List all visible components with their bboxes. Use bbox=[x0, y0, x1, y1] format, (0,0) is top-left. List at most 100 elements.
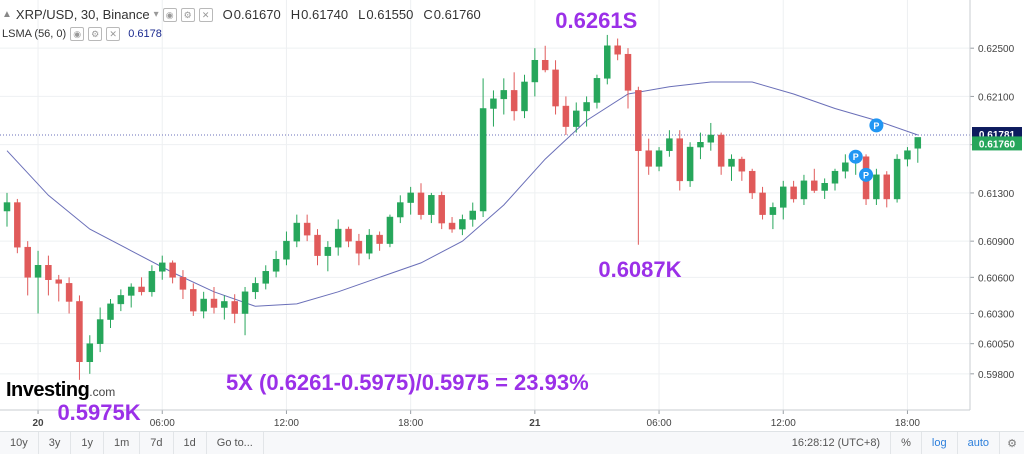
dropdown-icon[interactable]: ▾ bbox=[153, 9, 159, 20]
candle-body bbox=[842, 162, 849, 172]
open-label: O bbox=[222, 7, 233, 22]
range-7d-button[interactable]: 7d bbox=[140, 432, 174, 454]
collapse-icon[interactable]: ▲ bbox=[2, 9, 12, 20]
candle-body bbox=[604, 45, 611, 79]
last-tag-box bbox=[972, 136, 1022, 151]
candle-body bbox=[355, 240, 363, 254]
candle-body bbox=[3, 202, 11, 212]
candle-body bbox=[262, 271, 269, 284]
x-tick-label: 21 bbox=[529, 418, 541, 429]
candle-body bbox=[24, 246, 31, 278]
lsma-line bbox=[0, 81, 970, 307]
candle-body bbox=[417, 192, 425, 215]
candle-body bbox=[811, 180, 818, 191]
axes: 0.625000.621000.617000.613000.609000.606… bbox=[0, 0, 1022, 429]
candle-body bbox=[86, 343, 94, 363]
pivot-marker-label: P bbox=[853, 152, 859, 162]
indicator-visibility-icon[interactable]: ◉ bbox=[70, 27, 85, 41]
candle-body bbox=[697, 142, 704, 148]
range-1d-button[interactable]: 1d bbox=[174, 432, 207, 454]
candle-body bbox=[552, 69, 559, 107]
candle-body bbox=[738, 158, 746, 172]
candle-body bbox=[655, 150, 663, 167]
candle-body bbox=[624, 53, 632, 91]
logo-main: Investing bbox=[6, 379, 90, 401]
x-tick-label: 06:00 bbox=[647, 418, 672, 429]
close-icon[interactable]: ✕ bbox=[198, 7, 213, 22]
range-10y-button[interactable]: 10y bbox=[0, 432, 39, 454]
indicator-settings-icon[interactable]: ⚙ bbox=[88, 27, 103, 41]
candle-body bbox=[200, 298, 207, 312]
candle-body bbox=[96, 319, 104, 344]
close-label: C bbox=[423, 7, 433, 22]
candle-body bbox=[769, 207, 777, 215]
candle-body bbox=[790, 186, 797, 200]
pivot-marker-label: P bbox=[863, 170, 869, 180]
candle-body bbox=[883, 174, 890, 200]
candle-body bbox=[386, 216, 394, 244]
candle-body bbox=[686, 146, 694, 182]
candle-body bbox=[221, 301, 228, 308]
chart-header: ▲ XRP/USD, 30, Binance ▾ ◉ ⚙ ✕ O 0.61670 … bbox=[0, 0, 970, 41]
candle-body bbox=[521, 81, 528, 112]
candle-body bbox=[252, 283, 259, 293]
candle-body bbox=[179, 277, 187, 290]
candles bbox=[3, 34, 922, 380]
open-value: 0.61670 bbox=[233, 7, 281, 22]
candle-body bbox=[366, 234, 373, 254]
log-toggle[interactable]: log bbox=[922, 432, 958, 454]
candle-body bbox=[138, 286, 145, 293]
candle-body bbox=[531, 59, 539, 83]
investing-logo: Investing.com bbox=[6, 379, 115, 402]
lsma-polyline bbox=[6, 81, 918, 307]
pivot-marker bbox=[848, 149, 863, 164]
candle-body bbox=[707, 134, 715, 143]
candle-body bbox=[148, 271, 156, 293]
candle-body bbox=[831, 170, 839, 184]
y-tick-label: 0.61300 bbox=[978, 189, 1015, 200]
candle-body bbox=[272, 258, 280, 272]
candle-body bbox=[459, 219, 466, 230]
range-3y-button[interactable]: 3y bbox=[39, 432, 72, 454]
indicator-label[interactable]: LSMA (56, 0) bbox=[2, 28, 67, 40]
candle-body bbox=[873, 174, 880, 200]
range-1m-button[interactable]: 1m bbox=[104, 432, 141, 454]
settings-icon[interactable]: ⚙ bbox=[180, 7, 195, 22]
goto-button[interactable]: Go to... bbox=[207, 432, 264, 454]
range-1y-button[interactable]: 1y bbox=[71, 432, 104, 454]
candle-body bbox=[210, 298, 218, 308]
candle-body bbox=[65, 283, 73, 302]
candle-body bbox=[448, 222, 456, 230]
y-tick-label: 0.59800 bbox=[978, 370, 1015, 381]
candle-body bbox=[583, 102, 590, 112]
candle-body bbox=[780, 186, 787, 208]
candle-body bbox=[190, 289, 197, 312]
high-value: 0.61740 bbox=[301, 7, 349, 22]
logo-suffix: .com bbox=[89, 385, 116, 399]
candle-body bbox=[334, 228, 342, 248]
low-value: 0.61550 bbox=[366, 7, 414, 22]
auto-toggle[interactable]: auto bbox=[958, 432, 1000, 454]
indicator-close-icon[interactable]: ✕ bbox=[106, 27, 121, 41]
candle-body bbox=[728, 158, 735, 167]
candle-body bbox=[821, 183, 828, 191]
x-tick-label: 20 bbox=[32, 418, 44, 429]
lsma-tag-text: 0.61781 bbox=[979, 130, 1016, 141]
high-annotation: 0.6261S bbox=[555, 8, 637, 33]
candle-body bbox=[904, 150, 911, 160]
candle-body bbox=[676, 138, 683, 182]
candle-body bbox=[241, 291, 249, 314]
candle-body bbox=[159, 262, 166, 272]
candle-body bbox=[407, 192, 414, 203]
close-value: 0.61760 bbox=[433, 7, 481, 22]
percent-toggle[interactable]: % bbox=[890, 432, 922, 454]
candle-body bbox=[231, 301, 238, 314]
last-tag-text: 0.61760 bbox=[979, 139, 1016, 150]
last-price-tag: 0.61760 bbox=[972, 136, 1022, 151]
visibility-icon[interactable]: ◉ bbox=[162, 7, 177, 22]
bottom-toolbar: 10y 3y 1y 1m 7d 1d Go to... 16:28:12 (UT… bbox=[0, 431, 1024, 454]
settings-icon[interactable]: ⚙ bbox=[1007, 437, 1017, 450]
candle-body bbox=[614, 45, 621, 55]
pivot-markers: PPP bbox=[848, 118, 884, 182]
symbol-label[interactable]: XRP/USD, 30, Binance bbox=[15, 7, 150, 22]
